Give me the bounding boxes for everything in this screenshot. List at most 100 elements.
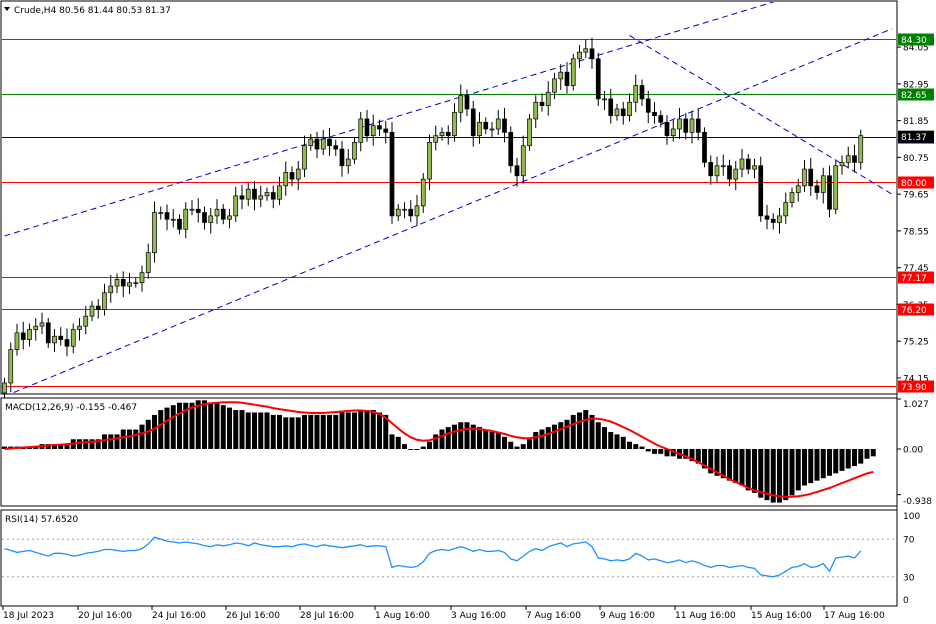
- macd-bar: [127, 429, 132, 450]
- macd-bar: [220, 405, 226, 450]
- macd-bar: [89, 439, 95, 450]
- candle-body: [495, 118, 501, 130]
- candle-body: [89, 305, 95, 317]
- level-label-box: [898, 380, 934, 393]
- candle-body: [739, 158, 745, 170]
- level-label: 80.00: [901, 179, 927, 189]
- macd-bar: [414, 449, 420, 451]
- candle-body: [252, 188, 257, 200]
- dropdown-triangle-icon[interactable]: [4, 7, 10, 11]
- macd-bar: [483, 429, 489, 450]
- candle-body: [583, 48, 589, 53]
- candle-body: [52, 335, 57, 344]
- macd-tick-label: -0.938: [903, 497, 932, 507]
- macd-bar: [502, 436, 507, 450]
- candle-body: [714, 165, 720, 177]
- macd-bar: [595, 422, 601, 450]
- candle-body: [620, 108, 626, 116]
- macd-bar: [802, 449, 807, 486]
- macd-bar: [427, 441, 432, 450]
- candle-body: [314, 138, 320, 150]
- candle-body: [502, 118, 507, 133]
- time-tick-label: 18 Jul 2023: [3, 611, 54, 621]
- macd-bar: [658, 449, 664, 454]
- macd-bar: [508, 441, 514, 450]
- candle-body: [345, 158, 351, 167]
- candle-body: [389, 131, 395, 217]
- macd-bar: [145, 419, 151, 450]
- macd-bar: [139, 424, 145, 450]
- macd-bar: [814, 449, 820, 481]
- candle-body: [158, 212, 164, 214]
- candle-body: [858, 135, 864, 163]
- time-tick-label: 3 Aug 16:00: [451, 611, 506, 621]
- candle-body: [802, 168, 807, 187]
- candle-body: [664, 121, 670, 137]
- macd-bar: [445, 427, 451, 450]
- candle-body: [2, 382, 7, 394]
- macd-bar: [733, 449, 739, 484]
- macd-bar: [183, 402, 189, 450]
- macd-bar: [2, 446, 7, 450]
- macd-bar: [320, 414, 326, 450]
- candle-body: [777, 215, 782, 223]
- candle-body: [202, 212, 207, 223]
- macd-bar: [395, 436, 401, 450]
- candle-body: [195, 208, 201, 213]
- horizontal-levels: [2, 39, 896, 387]
- macd-bar: [339, 412, 345, 450]
- candle-body: [639, 85, 645, 100]
- macd-bar: [683, 449, 689, 459]
- macd-tick-label: 0.00: [903, 446, 923, 456]
- macd-bar: [627, 441, 632, 450]
- candle-body: [27, 329, 32, 340]
- candle-body: [395, 208, 401, 217]
- macd-bar: [727, 449, 732, 481]
- rsi-label: RSI(14) 57.6520: [5, 515, 78, 525]
- macd-bar: [539, 429, 545, 450]
- candle-body: [827, 175, 832, 210]
- macd-bar: [639, 446, 645, 450]
- price-tick-label: 77.45: [903, 264, 929, 274]
- candle-body: [645, 98, 651, 113]
- candle-body: [770, 218, 776, 223]
- candle-body: [608, 98, 614, 116]
- candle-body: [789, 192, 795, 203]
- macd-bar: [95, 439, 101, 450]
- macd-bar: [64, 444, 70, 450]
- candle-body: [8, 349, 14, 384]
- macd-bar: [402, 444, 407, 450]
- rsi-tick-label: 0: [903, 596, 909, 606]
- macd-bar: [789, 449, 795, 496]
- macd-bar: [520, 444, 526, 450]
- macd-bar: [358, 410, 364, 450]
- candle-body: [845, 155, 851, 163]
- macd-bar: [258, 412, 264, 450]
- macd-bar: [714, 449, 720, 476]
- price-tick-label: 75.25: [903, 338, 929, 348]
- level-label: 76.20: [901, 306, 927, 316]
- candle-body: [220, 208, 226, 220]
- candle-body: [439, 131, 445, 137]
- candle-body: [658, 115, 664, 123]
- macd-bar: [864, 449, 870, 459]
- macd-bar: [764, 449, 770, 501]
- candle-body: [233, 195, 239, 217]
- candle-body: [383, 128, 389, 133]
- macd-bar: [758, 449, 764, 498]
- candle-body: [420, 178, 426, 207]
- candle-body: [514, 165, 520, 177]
- macd-bar: [33, 446, 39, 450]
- macd-bar: [77, 439, 82, 450]
- candle-body: [552, 78, 557, 93]
- macd-bar: [439, 429, 445, 450]
- macd-bar: [370, 410, 376, 450]
- macd-bar: [745, 449, 751, 491]
- candle-body: [358, 118, 364, 143]
- candle-body: [814, 185, 820, 193]
- candle-body: [533, 101, 539, 120]
- candle-body: [483, 121, 489, 130]
- macd-bar: [177, 402, 182, 450]
- candle-body: [683, 118, 689, 133]
